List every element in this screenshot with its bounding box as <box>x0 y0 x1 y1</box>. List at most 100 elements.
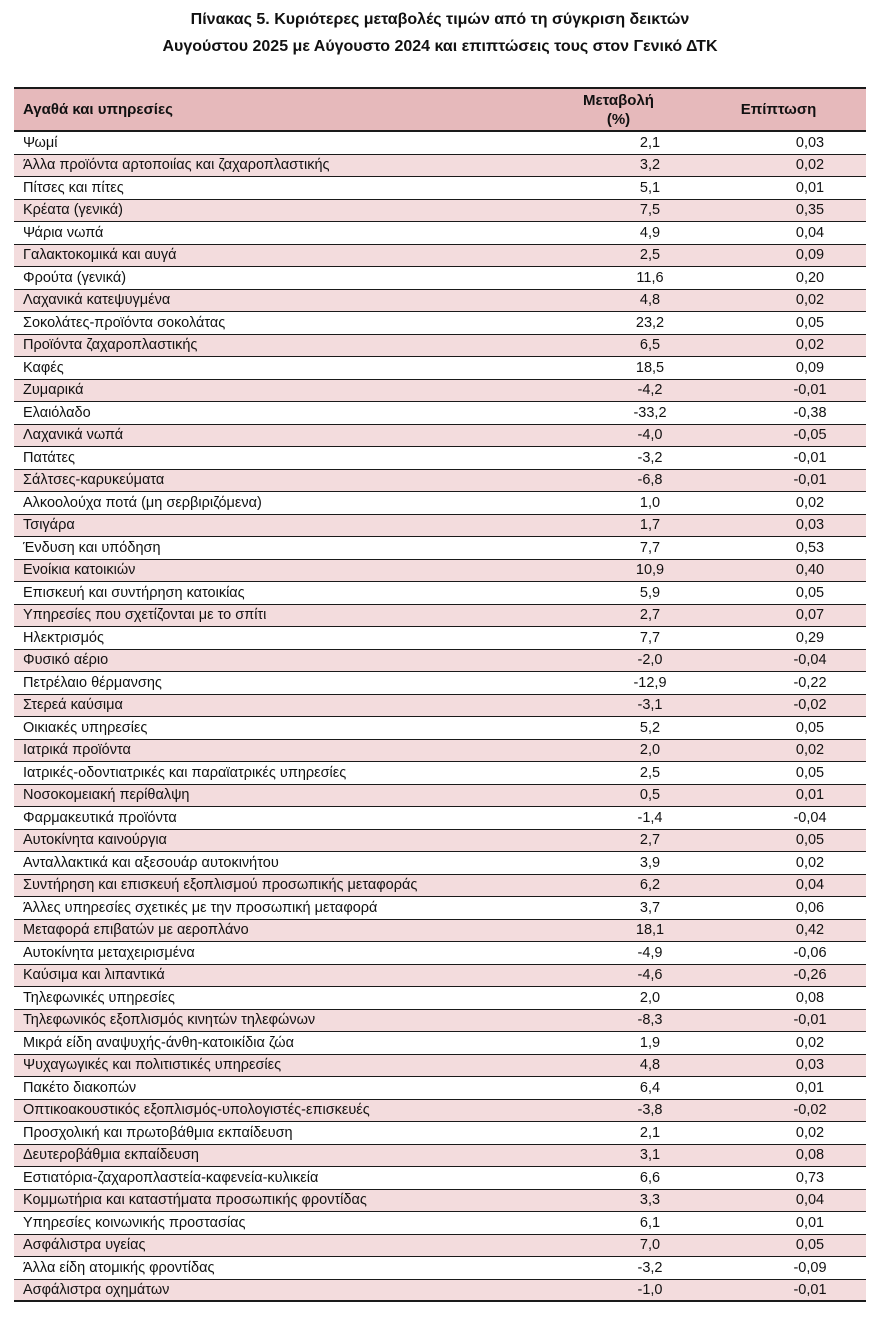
table-row: Τηλεφωνικός εξοπλισμός κινητών τηλεφώνων… <box>14 1009 866 1032</box>
cell-change: -2,0 <box>637 652 663 669</box>
cell-item: Ελαιόλαδο <box>23 404 91 421</box>
table-row: Τηλεφωνικές υπηρεσίες 2,0 0,08 <box>14 987 866 1010</box>
table-row: Πακέτο διακοπών 6,4 0,01 <box>14 1077 866 1100</box>
cell-impact: 0,02 <box>795 292 825 309</box>
cell-change: 7,7 <box>639 539 661 556</box>
cell-impact: -0,01 <box>793 382 827 399</box>
cell-change: 4,8 <box>639 1057 661 1074</box>
table-row: Λαχανικά κατεψυγμένα 4,8 0,02 <box>14 289 866 312</box>
cell-item: Τσιγάρα <box>23 517 75 534</box>
cell-change: 2,0 <box>639 989 661 1006</box>
table-row: Φυσικό αέριο -2,0 -0,04 <box>14 649 866 672</box>
table-row: Ψωμί 2,1 0,03 <box>14 132 866 155</box>
cell-item: Δευτεροβάθμια εκπαίδευση <box>23 1147 199 1164</box>
table-row: Συντήρηση και επισκευή εξοπλισμού προσωπ… <box>14 874 866 897</box>
table-row: Άλλες υπηρεσίες σχετικές με την προσωπικ… <box>14 897 866 920</box>
cell-impact: -0,02 <box>793 697 827 714</box>
table-row: Στερεά καύσιμα -3,1 -0,02 <box>14 694 866 717</box>
cell-impact: 0,02 <box>795 494 825 511</box>
cell-change: -3,1 <box>637 697 663 714</box>
cell-item: Ιατρικές-οδοντιατρικές και παραϊατρικές … <box>23 764 347 781</box>
column-header-impact: Επίπτωση <box>740 101 817 118</box>
cell-change: -3,8 <box>637 1102 663 1119</box>
cell-change: -12,9 <box>633 674 667 691</box>
price-changes-table: Αγαθά και υπηρεσίες Μεταβολή (%) Επίπτωσ… <box>14 87 866 1302</box>
cell-impact: 0,05 <box>795 832 825 849</box>
table-row: Ένδυση και υπόδηση 7,7 0,53 <box>14 537 866 560</box>
cell-impact: 0,04 <box>795 224 825 241</box>
cell-impact: 0,05 <box>795 764 825 781</box>
table-row: Λαχανικά νωπά -4,0 -0,05 <box>14 424 866 447</box>
cell-item: Φαρμακευτικά προϊόντα <box>23 809 177 826</box>
cell-item: Τηλεφωνικές υπηρεσίες <box>23 989 175 1006</box>
cell-impact: -0,01 <box>793 1281 827 1298</box>
cell-item: Μεταφορά επιβατών με αεροπλάνο <box>23 922 249 939</box>
cell-change: 1,9 <box>639 1034 661 1051</box>
cell-impact: -0,02 <box>793 1102 827 1119</box>
cell-item: Λαχανικά κατεψυγμένα <box>23 292 171 309</box>
cell-item: Ηλεκτρισμός <box>23 629 104 646</box>
cell-change: 6,5 <box>639 337 661 354</box>
cell-impact: 0,05 <box>795 314 825 331</box>
cell-impact: -0,04 <box>793 652 827 669</box>
cell-change: 2,7 <box>639 832 661 849</box>
table-row: Ψάρια νωπά 4,9 0,04 <box>14 222 866 245</box>
cell-item: Σάλτσες-καρυκεύματα <box>23 472 165 489</box>
cell-impact: 0,06 <box>795 899 825 916</box>
table-row: Ηλεκτρισμός 7,7 0,29 <box>14 627 866 650</box>
table-row: Ιατρικά προϊόντα 2,0 0,02 <box>14 739 866 762</box>
cell-impact: 0,35 <box>795 202 825 219</box>
cell-impact: -0,04 <box>793 809 827 826</box>
cell-item: Φρούτα (γενικά) <box>23 269 127 286</box>
cell-change: 2,5 <box>639 247 661 264</box>
cell-change: 3,2 <box>639 157 661 174</box>
cell-item: Στερεά καύσιμα <box>23 697 123 714</box>
cell-item: Αλκοολούχα ποτά (μη σερβιριζόμενα) <box>23 494 262 511</box>
table-row: Δευτεροβάθμια εκπαίδευση 3,1 0,08 <box>14 1144 866 1167</box>
cell-change: -1,0 <box>637 1281 663 1298</box>
table-row: Φαρμακευτικά προϊόντα -1,4 -0,04 <box>14 807 866 830</box>
cell-change: -3,2 <box>637 449 663 466</box>
cell-item: Ψάρια νωπά <box>23 224 104 241</box>
cell-item: Ψωμί <box>23 134 58 151</box>
cell-impact: 0,03 <box>795 134 825 151</box>
cell-item: Ένδυση και υπόδηση <box>23 539 161 556</box>
cell-impact: 0,09 <box>795 247 825 264</box>
cell-change: 1,7 <box>639 517 661 534</box>
cell-item: Ενοίκια κατοικιών <box>23 562 136 579</box>
cell-impact: -0,05 <box>793 427 827 444</box>
column-header-item: Αγαθά και υπηρεσίες <box>23 101 173 118</box>
cell-item: Καφές <box>23 359 64 376</box>
cell-change: 3,1 <box>639 1147 661 1164</box>
table-row: Καφές 18,5 0,09 <box>14 357 866 380</box>
table-row: Ασφάλιστρα οχημάτων -1,0 -0,01 <box>14 1279 866 1302</box>
table-row: Υπηρεσίες που σχετίζονται με το σπίτι 2,7… <box>14 604 866 627</box>
cell-item: Επισκευή και συντήρηση κατοικίας <box>23 584 245 601</box>
cell-change: 6,2 <box>639 877 661 894</box>
cell-change: -6,8 <box>637 472 663 489</box>
cell-impact: -0,26 <box>793 967 827 984</box>
cell-item: Πετρέλαιο θέρμανσης <box>23 674 162 691</box>
cell-item: Πακέτο διακοπών <box>23 1079 137 1096</box>
cell-change: 6,4 <box>639 1079 661 1096</box>
cell-impact: 0,01 <box>795 787 825 804</box>
cell-impact: -0,01 <box>793 449 827 466</box>
table-row: Καύσιμα και λιπαντικά -4,6 -0,26 <box>14 964 866 987</box>
table-row: Προϊόντα ζαχαροπλαστικής 6,5 0,02 <box>14 334 866 357</box>
table-row: Προσχολική και πρωτοβάθμια εκπαίδευση 2,1… <box>14 1122 866 1145</box>
cell-impact: 0,05 <box>795 584 825 601</box>
cell-change: 2,7 <box>639 607 661 624</box>
table-row: Ψυχαγωγικές και πολιτιστικές υπηρεσίες 4,… <box>14 1054 866 1077</box>
column-header-change-line-1: Μεταβολή <box>583 91 654 109</box>
cell-impact: 0,03 <box>795 1057 825 1074</box>
column-header-change: Μεταβολή (%) <box>546 89 691 130</box>
table-row: Πίτσες και πίτες 5,1 0,01 <box>14 177 866 200</box>
cell-change: 6,1 <box>639 1214 661 1231</box>
cell-impact: 0,04 <box>795 1192 825 1209</box>
cell-item: Ιατρικά προϊόντα <box>23 742 131 759</box>
cell-change: -4,0 <box>637 427 663 444</box>
table-row: Ζυμαρικά -4,2 -0,01 <box>14 379 866 402</box>
cell-impact: 0,40 <box>795 562 825 579</box>
table-row: Πετρέλαιο θέρμανσης -12,9 -0,22 <box>14 672 866 695</box>
cell-item: Υπηρεσίες κοινωνικής προστασίας <box>23 1214 246 1231</box>
